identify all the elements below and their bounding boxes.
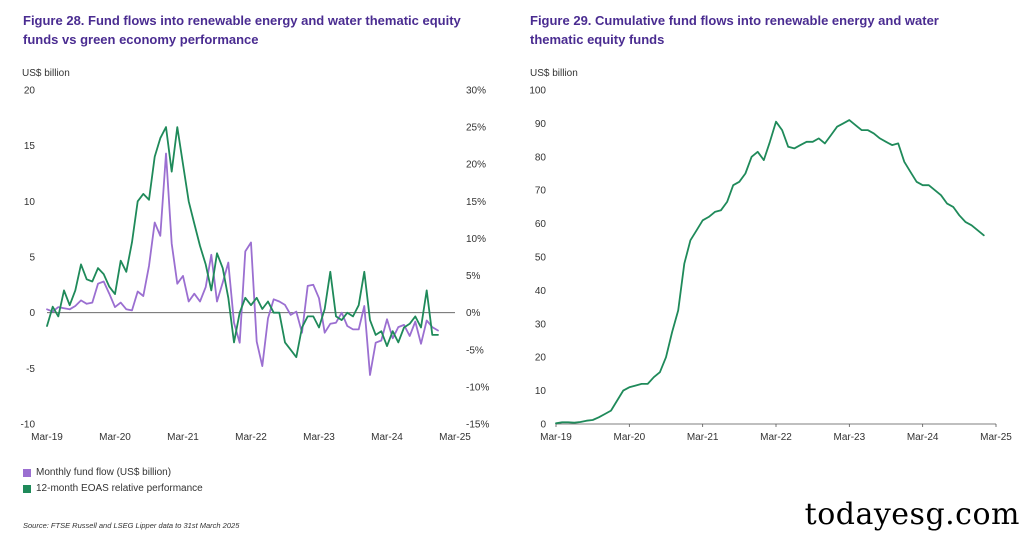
fig29-ytick-label: 0 [540,420,546,431]
fig29-xtick-label: Mar-20 [613,432,645,443]
fig28-ytick-label: 20 [24,86,36,97]
fig29-ytick-label: 90 [535,119,547,130]
fig29-ytick-label: 80 [535,152,547,163]
fig28-xtick-label: Mar-19 [31,432,63,443]
fig28-y-axis-label: US$ billion [22,68,70,79]
fig28-plot: -10 -5 0 5 10 15 20 -15% -10% -5% 0% 5% 10% 15% 20% 25%… [21,86,490,444]
figure-28-title: Figure 28. Fund flows into renewable ene… [23,13,461,47]
figure-29-title: Figure 29. Cumulative fund flows into re… [530,13,939,47]
fig29-xtick-label: Mar-21 [687,432,719,443]
fig29-ytick-label: 70 [535,186,547,197]
fig28-ytick-label: 15 [24,141,36,152]
fig28-xtick-label: Mar-23 [303,432,335,443]
fig28-xtick-label: Mar-24 [371,432,403,443]
source-note: Source: FTSE Russell and LSEG Lipper dat… [23,521,240,530]
fig28-y2tick-label: 30% [466,86,486,97]
fig28-y2tick-label: -15% [466,420,489,431]
fig29-xtick-label: Mar-22 [760,432,792,443]
legend-item-eoas: 12-month EOAS relative performance [23,483,203,494]
fig29-ytick-label: 50 [535,253,547,264]
watermark: todayesg.com [804,497,1020,532]
fig29-xtick-label: Mar-19 [540,432,572,443]
fig28-series-purple [46,152,439,376]
fig28-xtick-label: Mar-20 [99,432,131,443]
fig29-xtick-label: Mar-25 [980,432,1012,443]
fig29-xtick-label: Mar-24 [907,432,939,443]
fig28-ytick-label: 0 [29,308,35,319]
fig29-ytick-label: 30 [535,319,547,330]
fig29-xtick-label: Mar-23 [833,432,865,443]
fig28-xtick-label: Mar-25 [439,432,471,443]
fig28-ytick-label: -10 [21,420,36,431]
legend-label-monthly-flow: Monthly fund flow (US$ billion) [36,467,172,478]
fig29-ytick-label: 100 [529,86,546,97]
legend-item-monthly-flow: Monthly fund flow (US$ billion) [23,467,171,478]
fig28-y2tick-label: 15% [466,197,486,208]
fig29-y-axis-label: US$ billion [530,68,578,79]
legend-swatch-green [23,484,31,493]
legend-swatch-purple [23,468,31,477]
fig28-ytick-label: 5 [29,253,35,264]
fig29-ytick-label: 20 [535,353,547,364]
fig29-plot: 0 10 20 30 40 50 60 70 80 90 100 Mar-19 Mar-20 Mar-21… [529,86,1012,444]
fig28-xtick-label: Mar-22 [235,432,267,443]
fig28-y2tick-label: 25% [466,123,486,134]
fig29-series-green [555,119,985,425]
fig29-ytick-label: 60 [535,219,547,230]
fig28-y2tick-label: -5% [466,345,484,356]
fig28-series-green [46,126,439,359]
fig28-y2tick-label: 5% [466,271,481,282]
legend-label-eoas: 12-month EOAS relative performance [36,483,203,494]
fig28-y2tick-label: 10% [466,234,486,245]
fig28-y2tick-label: 0% [466,308,481,319]
fig29-ytick-label: 10 [535,386,547,397]
fig28-ytick-label: -5 [26,364,35,375]
fig28-ytick-label: 10 [24,197,36,208]
fig28-y2tick-label: -10% [466,382,489,393]
fig28-xtick-label: Mar-21 [167,432,199,443]
fig28-y2tick-label: 20% [466,160,486,171]
fig29-ytick-label: 40 [535,286,547,297]
